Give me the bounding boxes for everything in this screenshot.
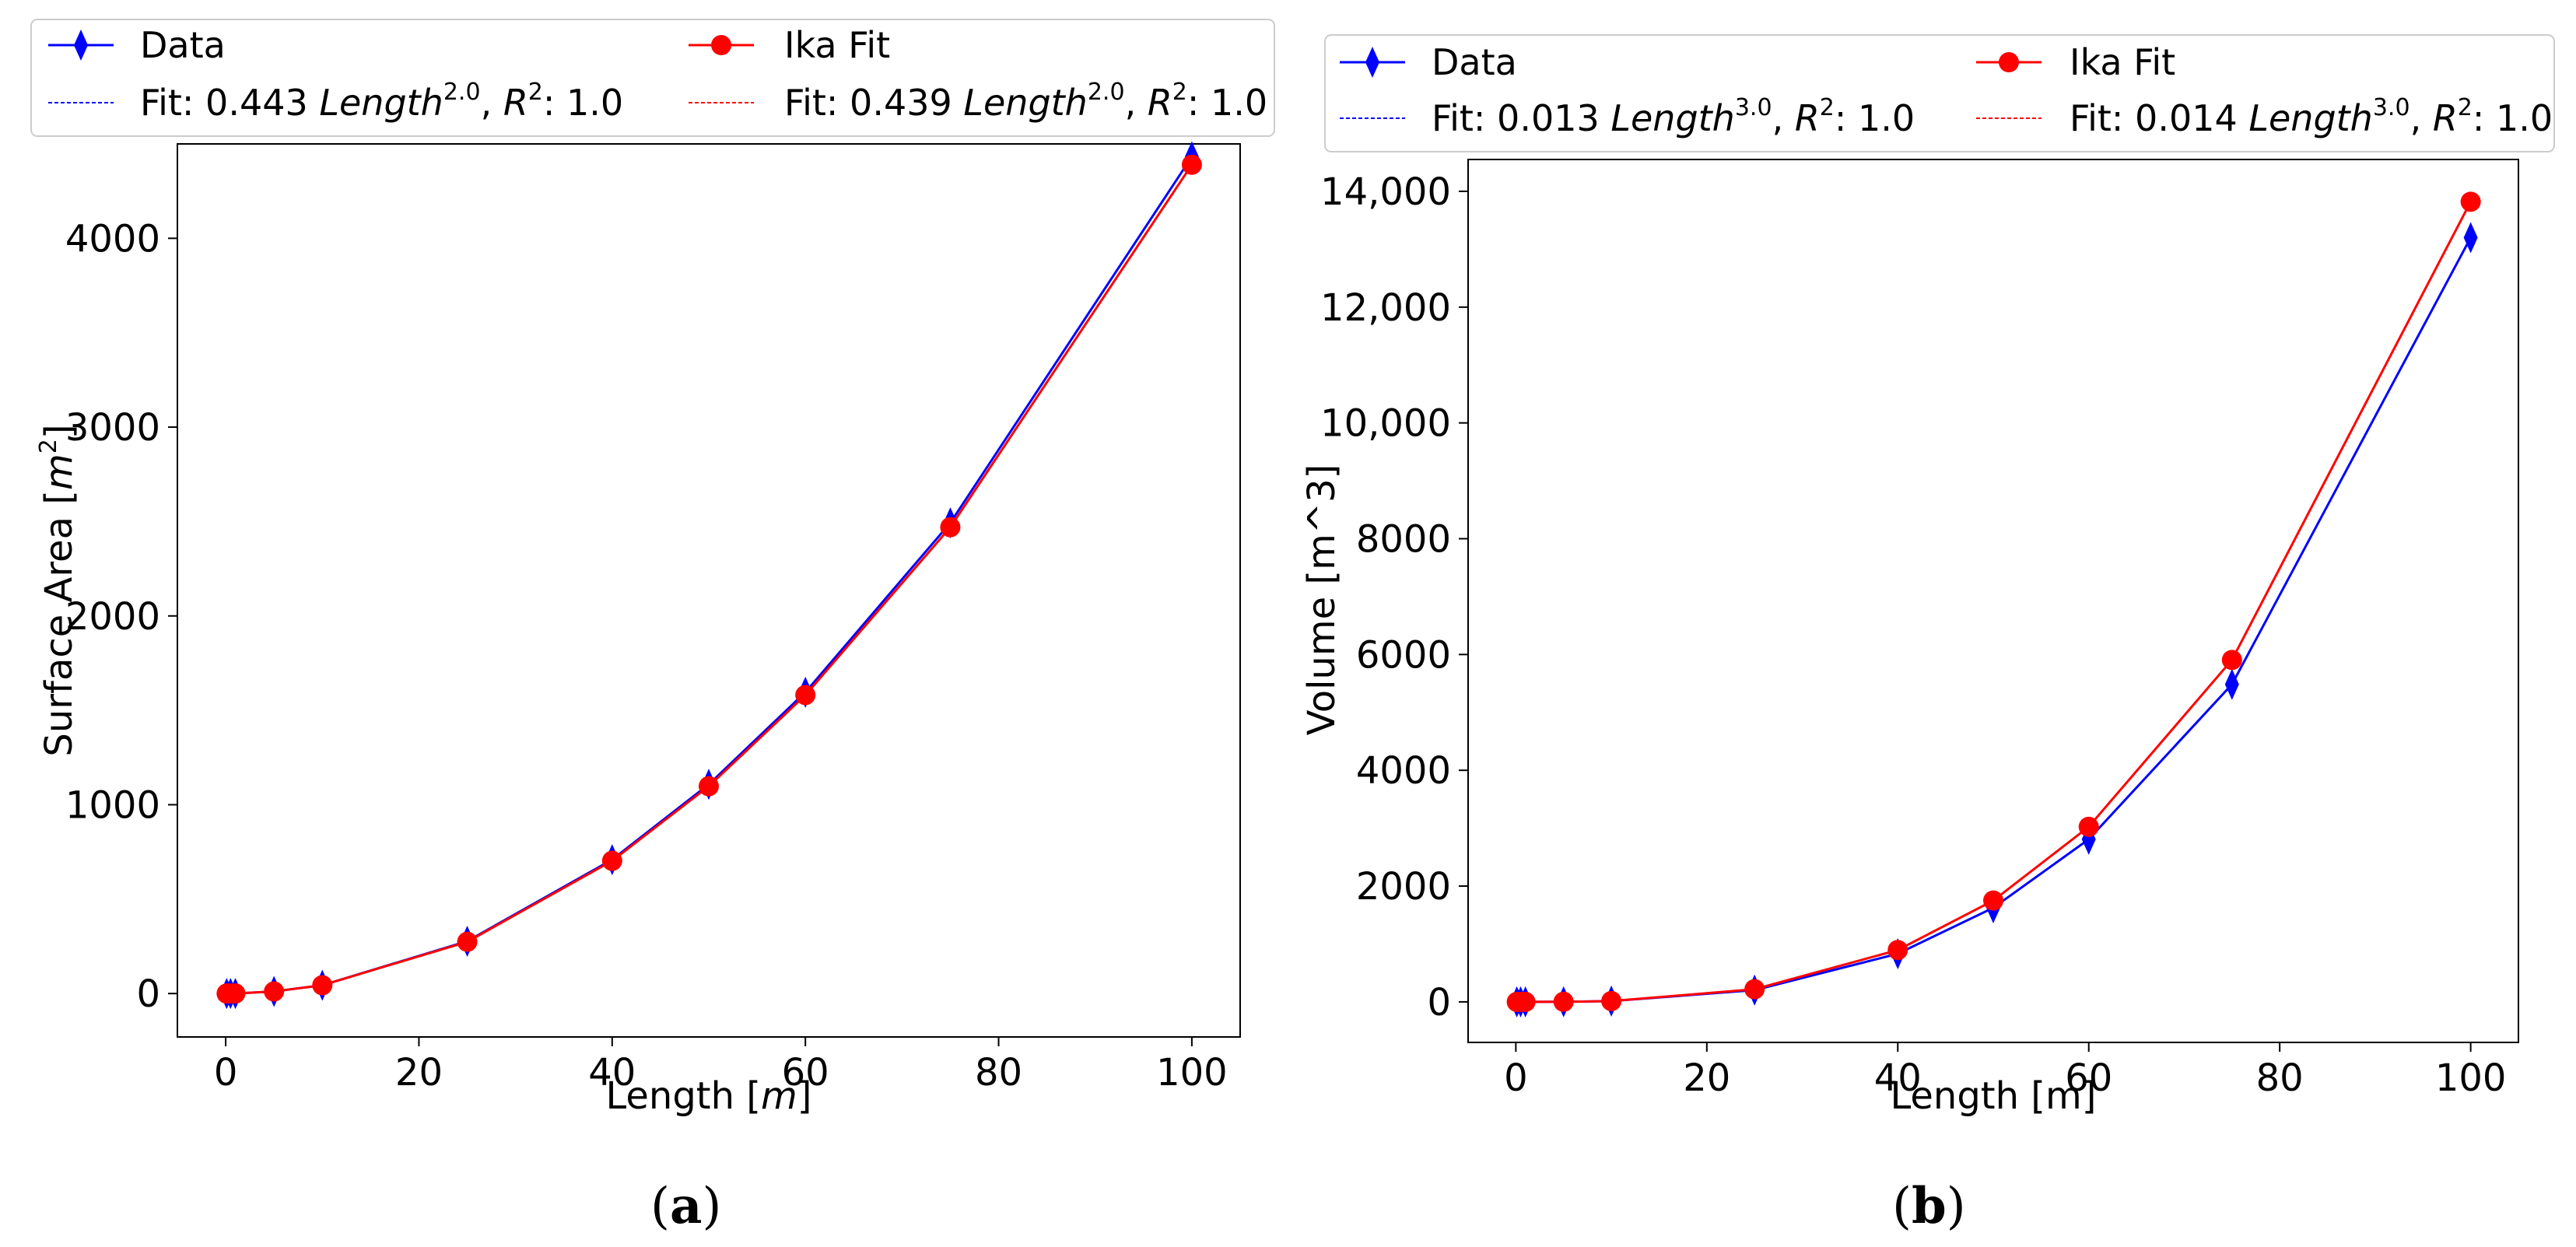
legend-a-data-label: Data bbox=[140, 24, 226, 66]
ika-fit-point-a bbox=[699, 776, 719, 797]
ytick-label-a: 2000 bbox=[65, 595, 160, 639]
ylabel-a: Surface Area [m2] bbox=[35, 424, 81, 756]
legend-b bbox=[1324, 34, 2555, 152]
ytick-label-a: 4000 bbox=[65, 217, 160, 261]
data-point-b bbox=[2224, 668, 2239, 700]
ytick-label-b: 2000 bbox=[1356, 865, 1451, 909]
ika-fit-line-b bbox=[1516, 201, 2472, 1004]
caption-a: (a) bbox=[650, 1177, 721, 1235]
data-point-b bbox=[2463, 222, 2478, 254]
plot-b bbox=[1506, 191, 2481, 1018]
panel-b: Data Fit: 0.013 Length3.0, R2: 1.0 Ika F… bbox=[1300, 34, 2555, 1235]
ytick-label-b: 14,000 bbox=[1320, 170, 1451, 214]
ika-fit-point-a bbox=[225, 983, 246, 1004]
caption-b: (b) bbox=[1892, 1177, 1966, 1235]
ika-fit-point-b bbox=[2460, 191, 2481, 212]
legend-b-ika-marker bbox=[1999, 52, 2019, 72]
ytick-label-a: 3000 bbox=[65, 406, 160, 450]
xtick-label-a: 100 bbox=[1156, 1051, 1228, 1095]
ika-fit-point-b bbox=[1983, 890, 2003, 911]
data-line-b bbox=[1516, 236, 2472, 1004]
legend-b-fit-ika-label: Fit: 0.014 Length3.0, R2: 1.0 bbox=[2070, 94, 2553, 139]
ika-fit-point-a bbox=[795, 685, 816, 706]
xlabel-a: Length [m] bbox=[605, 1074, 811, 1118]
ika-fit-point-b bbox=[1887, 940, 1908, 961]
legend-b-data-label: Data bbox=[1432, 41, 1517, 83]
ika-fit-point-a bbox=[312, 975, 333, 996]
axes-b-ticks: 0 20 40 60 80 100 0 2000 4000 6000 8000 10,000 12,00… bbox=[1320, 170, 2506, 1100]
ytick-label-a: 1000 bbox=[65, 783, 160, 827]
ytick-label-b: 0 bbox=[1427, 981, 1451, 1025]
xtick-label-b: 40 bbox=[1874, 1056, 1922, 1100]
ytick-label-b: 4000 bbox=[1356, 749, 1451, 793]
ylabel-b: Volume [m^3] bbox=[1300, 464, 1344, 736]
xtick-label-a: 0 bbox=[214, 1051, 238, 1095]
ika-fit-point-a bbox=[457, 931, 478, 952]
panel-a: Data Fit: 0.443 Length2.0, R2: 1.0 Ika F… bbox=[30, 19, 1275, 1235]
ytick-label-b: 8000 bbox=[1356, 517, 1451, 561]
ika-fit-point-b bbox=[1553, 991, 1574, 1012]
ytick-label-b: 10,000 bbox=[1320, 402, 1451, 446]
legend-a-ika-marker bbox=[711, 35, 731, 55]
legend-b-fit-data-label: Fit: 0.013 Length3.0, R2: 1.0 bbox=[1432, 94, 1915, 139]
xtick-label-b: 80 bbox=[2256, 1056, 2304, 1100]
plot-a bbox=[216, 141, 1202, 1010]
xtick-label-a: 80 bbox=[975, 1051, 1022, 1095]
ika-fit-point-a bbox=[1181, 154, 1202, 175]
axes-a-frame bbox=[177, 143, 1241, 1038]
ika-fit-point-a bbox=[601, 850, 622, 871]
ika-fit-point-b bbox=[2078, 816, 2099, 837]
legend-a bbox=[30, 19, 1275, 137]
ika-fit-line-a bbox=[226, 163, 1193, 995]
ika-fit-point-a bbox=[264, 981, 285, 1002]
legend-b-data-marker bbox=[1365, 47, 1379, 78]
xtick-label-a: 20 bbox=[395, 1051, 443, 1095]
legend-a-ika-label: Ika Fit bbox=[784, 24, 890, 66]
ika-fit-point-b bbox=[2221, 650, 2242, 671]
xtick-label-b: 100 bbox=[2435, 1056, 2507, 1100]
ytick-label-b: 12,000 bbox=[1320, 286, 1451, 330]
ika-fit-point-a bbox=[940, 517, 961, 538]
xlabel-b: Length [m] bbox=[1890, 1074, 2096, 1118]
legend-a-fit-data-label: Fit: 0.443 Length2.0, R2: 1.0 bbox=[140, 79, 623, 124]
xtick-label-b: 60 bbox=[2065, 1056, 2112, 1100]
ika-fit-point-b bbox=[1515, 991, 1536, 1012]
ika-fit-point-b bbox=[1601, 990, 1622, 1011]
ika-fit-point-b bbox=[1744, 979, 1765, 1000]
legend-b-ika-label: Ika Fit bbox=[2070, 41, 2175, 83]
legend-a-fit-ika-label: Fit: 0.439 Length2.0, R2: 1.0 bbox=[784, 79, 1267, 124]
ytick-label-b: 6000 bbox=[1356, 633, 1451, 677]
xtick-label-b: 0 bbox=[1504, 1056, 1528, 1100]
data-line-a bbox=[226, 156, 1193, 995]
xtick-label-a: 60 bbox=[782, 1051, 829, 1095]
axes-b-frame bbox=[1467, 159, 2519, 1043]
xtick-label-b: 20 bbox=[1683, 1056, 1730, 1100]
ytick-label-a: 0 bbox=[136, 972, 160, 1016]
xtick-label-a: 40 bbox=[588, 1051, 636, 1095]
legend-a-data-marker bbox=[74, 30, 88, 61]
